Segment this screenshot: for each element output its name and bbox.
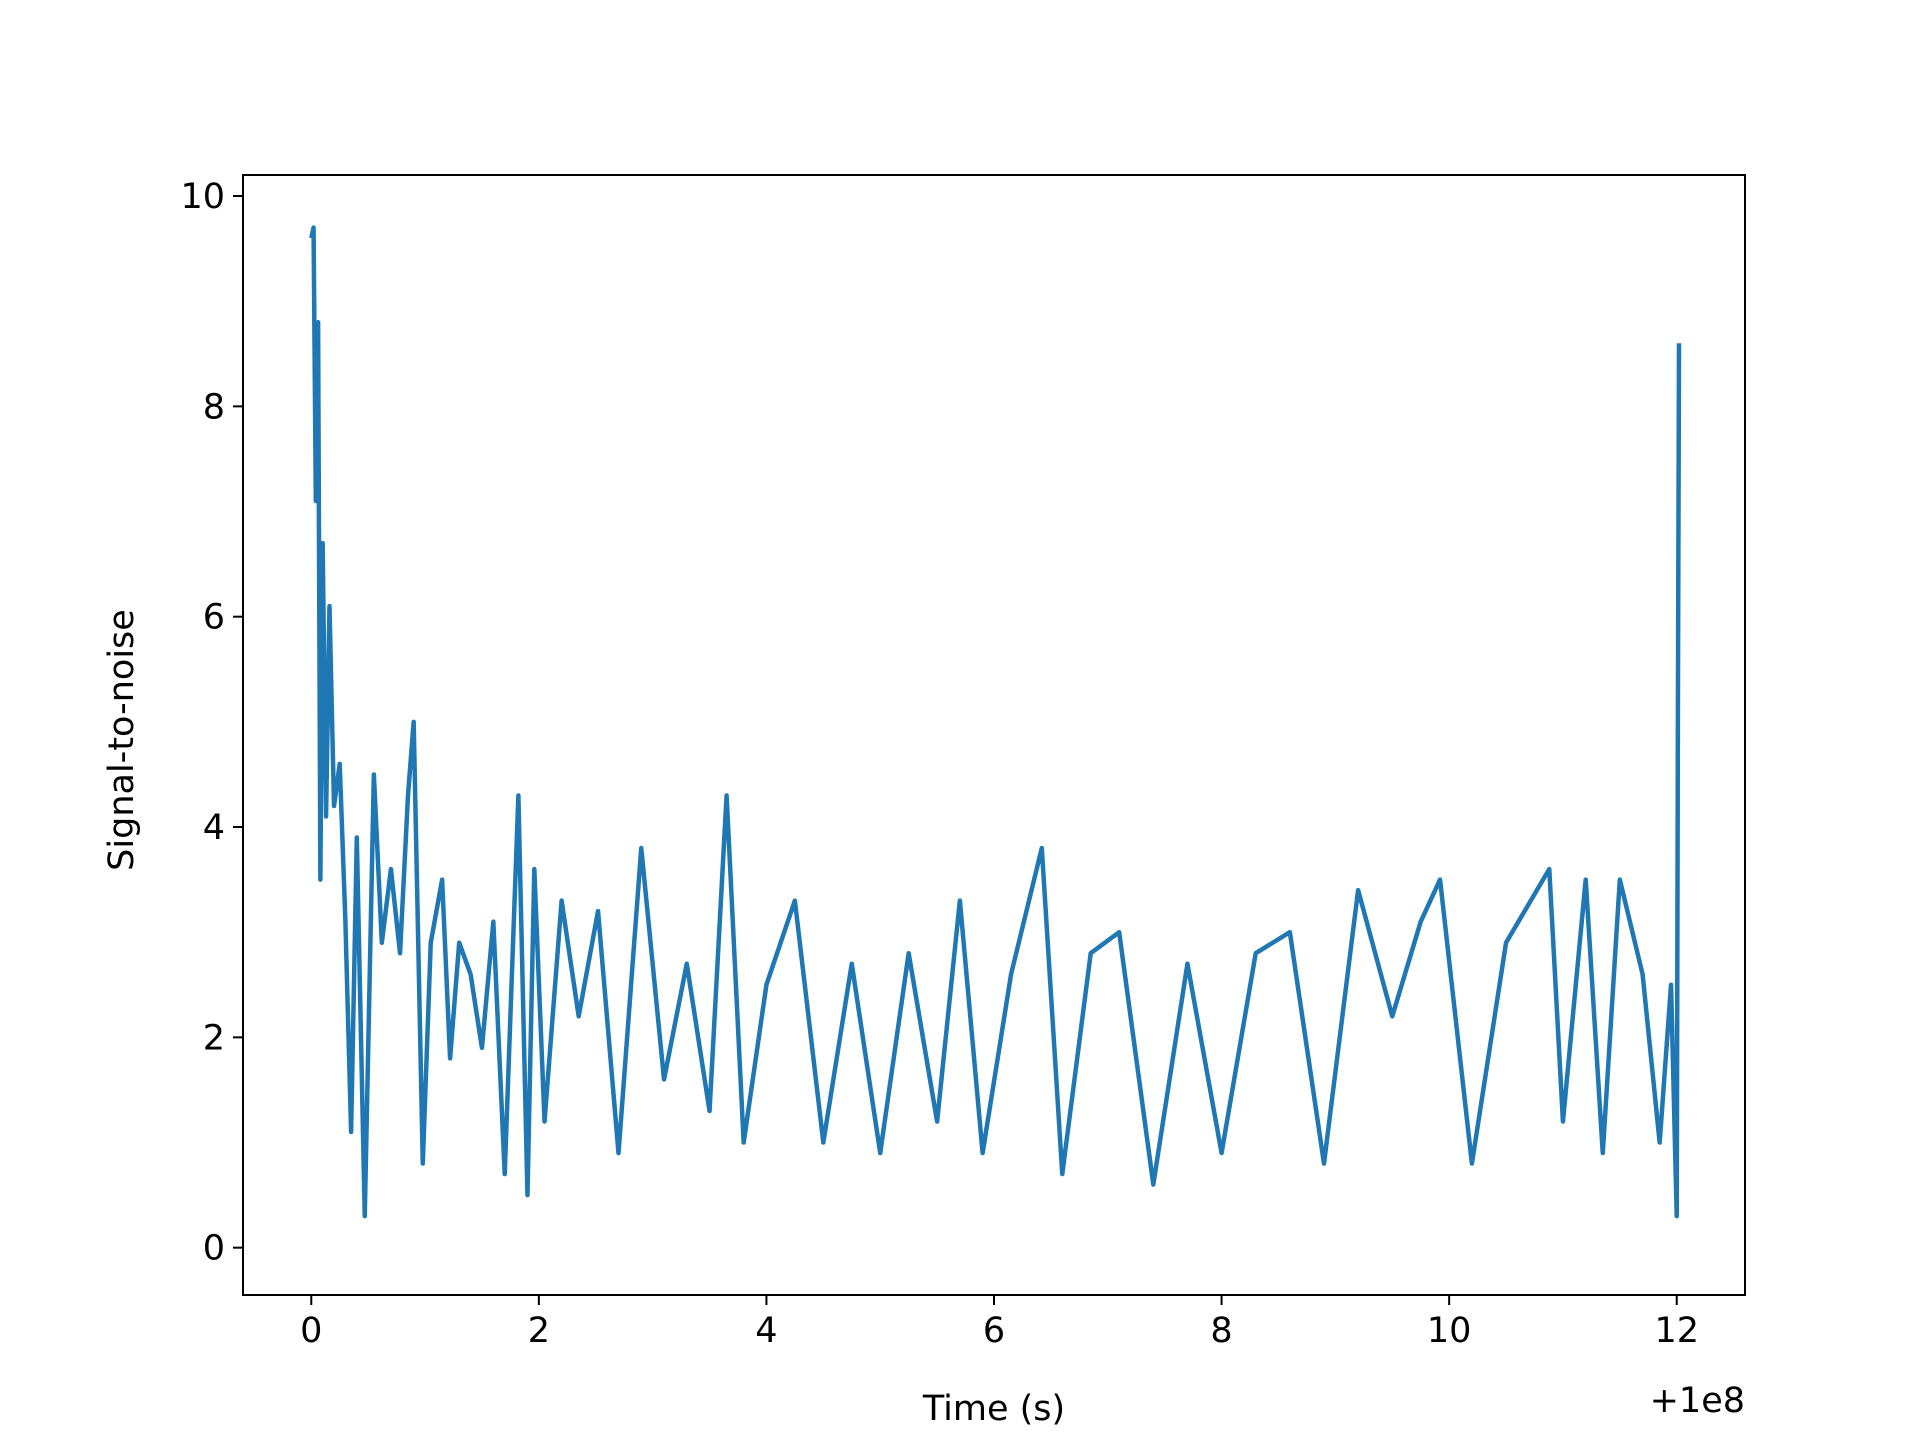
y-tick-label: 10 — [180, 177, 225, 217]
y-tick-label: 0 — [203, 1229, 225, 1269]
y-tick-label: 8 — [203, 387, 225, 427]
x-axis-ticks: 0 2 4 6 8 10 12 — [300, 1295, 1699, 1351]
y-axis-label: Signal-to-noise — [102, 609, 142, 871]
x-tick-label: 2 — [528, 1311, 550, 1351]
x-tick-label: 10 — [1427, 1311, 1472, 1351]
x-tick-label: 8 — [1210, 1311, 1232, 1351]
y-tick-label: 2 — [203, 1018, 225, 1058]
x-tick-label: 0 — [300, 1311, 322, 1351]
x-tick-label: 6 — [983, 1311, 1005, 1351]
x-axis-label: Time (s) — [922, 1389, 1065, 1429]
x-axis-offset-label: +1e8 — [1650, 1381, 1745, 1421]
series-line-0 — [309, 225, 1682, 1219]
x-tick-label: 12 — [1654, 1311, 1699, 1351]
y-tick-label: 6 — [203, 598, 225, 638]
y-tick-label: 4 — [203, 808, 225, 848]
y-axis-ticks: 0 2 4 6 8 10 — [180, 177, 243, 1269]
x-tick-label: 4 — [755, 1311, 777, 1351]
